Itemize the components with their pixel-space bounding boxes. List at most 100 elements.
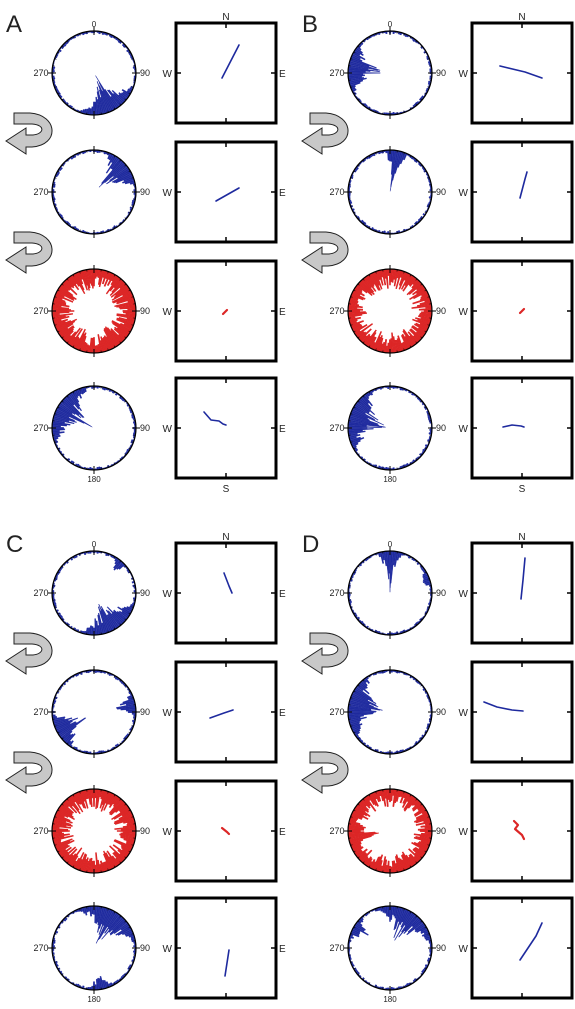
polar-label-90: 90 [436,306,446,316]
arena-frame [472,378,572,478]
arena-label-w: W [163,827,173,838]
polar-axis-circle [52,386,136,470]
arena-label-n: N [222,532,229,543]
polar-label-180: 180 [87,995,101,1004]
polar-label-90: 90 [140,187,150,197]
arena-label-e: E [279,188,286,199]
polar-label-270: 270 [329,68,344,78]
polar-label-90: 90 [436,826,446,836]
polar-label-90: 90 [140,707,150,717]
panel-letter: D [302,531,319,558]
polar-label-90: 90 [436,707,446,717]
arena-label-n: N [222,12,229,23]
polar-label-180: 180 [383,475,397,484]
arena-label-s: S [223,484,230,495]
arena-label-e: E [279,944,286,955]
arena-label-w: W [459,307,469,318]
rotation-arrow-icon [6,752,52,793]
polar-label-0: 0 [92,540,97,549]
polar-label-90: 90 [436,588,446,598]
polar-label-270: 270 [33,588,48,598]
rotation-arrow-icon [302,232,348,273]
polar-label-270: 270 [329,588,344,598]
polar-label-270: 270 [329,707,344,717]
arena-frame [176,543,276,643]
arena-label-n: N [518,532,525,543]
panel-b: B270900WEN27090WE27090WE27090180WES [302,11,575,495]
polar-axis-circle [52,150,136,234]
rotation-arrow-icon [6,633,52,674]
arena-frame [176,23,276,123]
arena-label-e: E [279,827,286,838]
polar-axis-circle [52,551,136,635]
arena-label-e: E [279,307,286,318]
rotation-arrow-icon [6,113,52,154]
polar-label-90: 90 [436,187,446,197]
arena-label-w: W [163,307,173,318]
panel-row: 270 90 W E [6,142,286,273]
polar-label-90: 90 [140,306,150,316]
polar-label-270: 270 [329,306,344,316]
arena-label-w: W [163,944,173,955]
panel-d: D270900WEN27090WE27090WE27090180WES [302,531,575,1004]
rotation-arrow-icon [6,232,52,273]
arena-label-w: W [459,69,469,80]
polar-label-270: 270 [329,943,344,953]
arena-frame [472,23,572,123]
arena-label-e: E [279,424,286,435]
rotation-arrow-icon [302,752,348,793]
polar-label-270: 270 [33,423,48,433]
rotation-arrow-icon [302,633,348,674]
arena-label-w: W [459,827,469,838]
polar-label-0: 0 [388,20,393,29]
arena-frame [176,142,276,242]
polar-label-0: 0 [388,540,393,549]
polar-axis-circle [52,670,136,754]
polar-label-0: 0 [92,20,97,29]
arena-label-e: E [279,589,286,600]
arena-label-e: E [279,69,286,80]
arena-frame [176,378,276,478]
arena-label-w: W [163,69,173,80]
polar-axis-circle [348,150,432,234]
arena-label-w: W [163,188,173,199]
arena-label-w: W [459,708,469,719]
arena-label-w: W [459,589,469,600]
rotation-arrow-icon [302,113,348,154]
panel-c: C270900WEN27090WE27090WE27090180WES [6,531,286,1004]
polar-axis-circle [52,906,136,990]
arena-label-w: W [459,944,469,955]
polar-label-90: 90 [140,68,150,78]
polar-label-90: 90 [140,943,150,953]
polar-label-270: 270 [33,943,48,953]
arena-frame [176,898,276,998]
polar-label-90: 90 [436,943,446,953]
polar-label-180: 180 [87,475,101,484]
arena-frame [472,781,572,881]
polar-label-270: 270 [33,187,48,197]
polar-label-90: 90 [140,826,150,836]
polar-label-270: 270 [329,187,344,197]
panel-row: 270 90 W E [6,662,286,793]
arena-label-w: W [163,424,173,435]
polar-label-270: 270 [33,826,48,836]
panel-letter: A [6,11,22,38]
arena-label-e: E [279,708,286,719]
panel-row: 270 90 W E [33,781,286,881]
arena-label-w: W [459,188,469,199]
arena-label-w: W [163,708,173,719]
arena-label-w: W [163,589,173,600]
polar-label-270: 270 [33,707,48,717]
arena-label-n: N [518,12,525,23]
